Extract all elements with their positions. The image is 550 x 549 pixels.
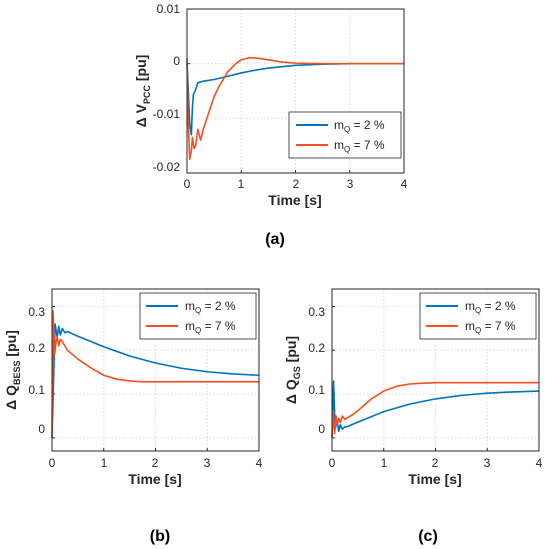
panel-a-ytick-minus-0.01: -0.01 — [153, 107, 181, 121]
panel-a-legend-label-7-sub: Q — [344, 145, 350, 154]
panel-b-legend-label-7-sub: Q — [195, 326, 201, 335]
panel-c: 0.3 0.2 0.1 0 0 1 2 3 4 Time [s] Δ QGS [… — [283, 288, 543, 545]
panel-a-xtick-2: 2 — [293, 177, 300, 191]
panel-a-legend-label-2-prefix: m — [334, 118, 344, 132]
panel-c-legend-label-7: mQ = 7 % — [465, 319, 516, 335]
panel-b-legend-label-7: mQ = 7 % — [185, 319, 236, 335]
panel-a-legend-label-2: mQ = 2 % — [334, 118, 385, 134]
panel-c-ytick-0.2: 0.2 — [308, 341, 325, 355]
panel-c-legend: mQ = 2 % mQ = 7 % — [419, 292, 537, 340]
panel-c-xlabel: Time [s] — [408, 471, 461, 487]
panel-a-xtick-4: 4 — [401, 177, 408, 191]
panel-a-ylabel-sub: PCC — [142, 85, 152, 105]
panel-b-xtick-3: 3 — [204, 456, 211, 470]
panel-b-xtick-2: 2 — [152, 456, 159, 470]
panel-a-xtick-0: 0 — [184, 177, 191, 191]
panel-b-ylabel-unit: [pu] — [3, 330, 19, 360]
panel-a: 0.01 0 -0.01 -0.02 0 1 2 3 4 Time [s] Δ … — [133, 2, 408, 248]
panel-b-legend-label-2-suffix: = 2 % — [201, 299, 236, 313]
panel-a-ytick-0: 0 — [173, 54, 180, 68]
panel-a-legend-label-7-suffix: = 7 % — [350, 138, 385, 152]
panel-c-legend-label-7-sub: Q — [475, 326, 481, 335]
panel-a-ylabel-main: Δ V — [133, 103, 149, 127]
panel-c-xtick-3: 3 — [484, 456, 491, 470]
panel-a-xlabel: Time [s] — [268, 192, 321, 208]
panel-b-legend-label-7-suffix: = 7 % — [201, 319, 236, 333]
panel-a-legend-label-2-suffix: = 2 % — [350, 118, 385, 132]
panel-c-ylabel-main: Δ Q — [283, 379, 299, 404]
panel-a-axes-box — [186, 8, 405, 174]
panel-a-lines — [186, 56, 404, 161]
panel-b-ytick-0.3: 0.3 — [28, 305, 45, 319]
panel-b-ytick-0.2: 0.2 — [28, 341, 45, 355]
panel-c-legend-label-2-sub: Q — [475, 306, 481, 315]
panel-b-series-mq-7-line — [51, 310, 259, 438]
panel-b-series-mq-2-line — [51, 323, 260, 438]
panel-b-legend: mQ = 2 % mQ = 7 % — [139, 292, 257, 340]
panel-a-legend-label-7: mQ = 7 % — [334, 138, 385, 154]
panel-b-ylabel-main: Δ Q — [3, 385, 19, 410]
panel-c-ylabel-unit: [pu] — [283, 336, 299, 366]
panel-b-lines — [51, 310, 260, 438]
panel-c-legend-label-2: mQ = 2 % — [465, 299, 516, 315]
panel-c-legend-label-2-prefix: m — [465, 299, 475, 313]
panel-c-legend-label-2-suffix: = 2 % — [481, 299, 516, 313]
panel-a-legend-label-2-sub: Q — [344, 125, 350, 134]
panel-c-xtick-2: 2 — [432, 456, 439, 470]
panel-b-xtick-4: 4 — [256, 456, 263, 470]
panel-a-ytick-0.01: 0.01 — [157, 2, 181, 16]
panel-c-ylabel-sub: GS — [292, 366, 302, 379]
panel-b: 0.3 0.2 0.1 0 0 1 2 3 4 Time [s] Δ QBESS… — [3, 288, 263, 545]
panel-c-series-mq-7-line — [331, 381, 539, 438]
panel-a-legend-box — [288, 111, 402, 159]
panel-b-legend-label-2-prefix: m — [185, 299, 195, 313]
panel-c-legend-box — [419, 292, 537, 340]
panel-c-caption: (c) — [418, 528, 438, 545]
panel-c-ytick-0.3: 0.3 — [308, 305, 325, 319]
panel-a-series-mq-7-line — [186, 56, 404, 161]
panel-a-caption: (a) — [265, 231, 285, 248]
panel-c-lines — [331, 380, 540, 438]
panel-b-ylabel-sub: BESS — [12, 360, 22, 385]
panel-c-ytick-0: 0 — [318, 422, 325, 436]
panel-c-ylabel: Δ QGS [pu] — [283, 336, 302, 404]
panel-b-legend-label-7-prefix: m — [185, 319, 195, 333]
panel-b-axes-box — [51, 288, 260, 452]
panel-a-legend: mQ = 2 % mQ = 7 % — [288, 111, 402, 159]
panel-a-ytick-minus-0.02: -0.02 — [153, 160, 181, 174]
panel-c-axes-box — [331, 288, 540, 452]
panel-b-legend-label-2-sub: Q — [195, 306, 201, 315]
panel-b-ytick-0.1: 0.1 — [28, 383, 45, 397]
panel-b-legend-label-2: mQ = 2 % — [185, 299, 236, 315]
panel-a-xtick-1: 1 — [238, 177, 245, 191]
panel-c-ytick-0.1: 0.1 — [308, 383, 325, 397]
panel-b-xtick-1: 1 — [101, 456, 108, 470]
panel-c-xtick-1: 1 — [381, 456, 388, 470]
panel-b-xlabel: Time [s] — [128, 471, 181, 487]
panel-c-xtick-0: 0 — [329, 456, 336, 470]
panel-a-legend-label-7-prefix: m — [334, 138, 344, 152]
panel-c-legend-label-7-prefix: m — [465, 319, 475, 333]
panel-c-legend-label-7-suffix: = 7 % — [481, 319, 516, 333]
panel-b-caption: (b) — [150, 528, 170, 545]
panel-c-xtick-4: 4 — [536, 456, 543, 470]
panel-b-xtick-0: 0 — [49, 456, 56, 470]
panel-b-ylabel: Δ QBESS [pu] — [3, 330, 22, 410]
panel-b-legend-box — [139, 292, 257, 340]
panel-a-ylabel: Δ VPCC [pu] — [133, 55, 152, 128]
panel-b-ytick-0: 0 — [38, 422, 45, 436]
panel-a-xtick-3: 3 — [347, 177, 354, 191]
panel-a-series-mq-2-line — [186, 62, 404, 136]
panel-a-ylabel-unit: [pu] — [133, 55, 149, 85]
